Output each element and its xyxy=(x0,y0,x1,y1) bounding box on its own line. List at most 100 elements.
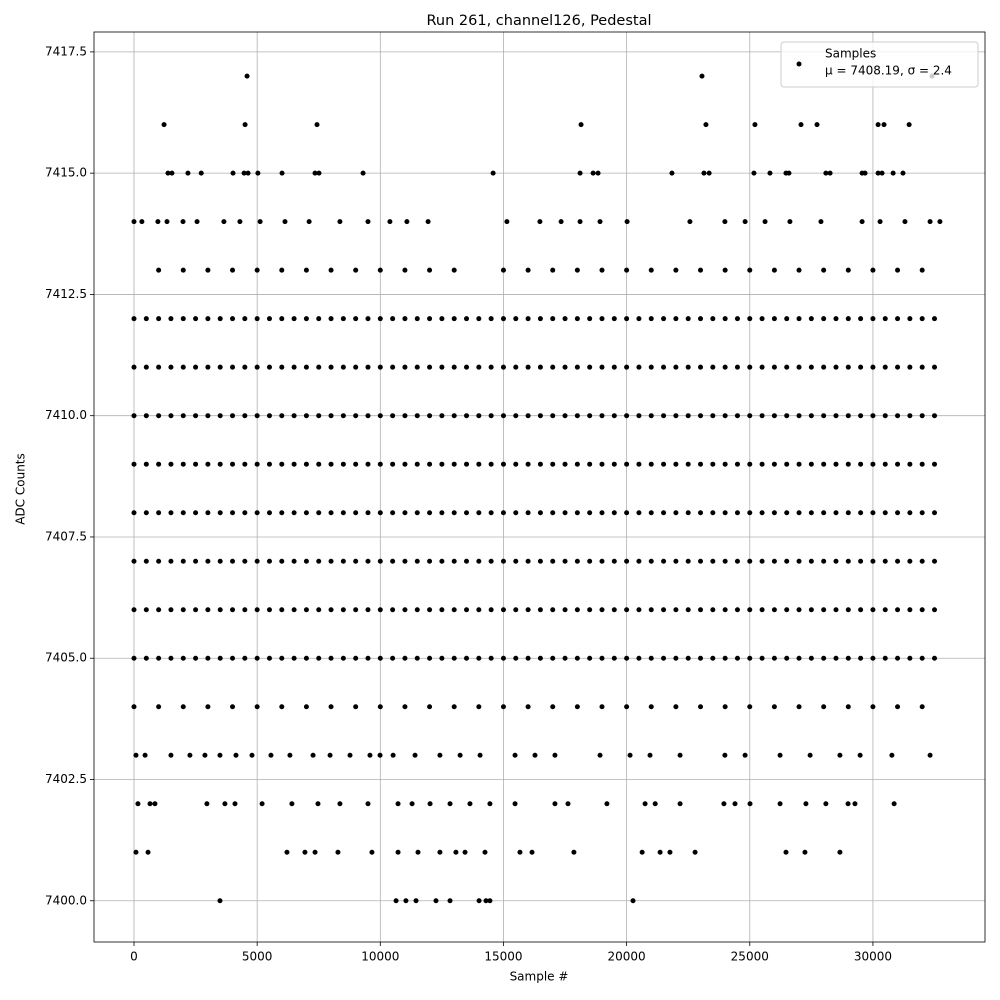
sample-point xyxy=(291,413,297,419)
sample-point xyxy=(821,364,827,370)
sample-point xyxy=(823,170,829,176)
sample-point xyxy=(624,267,630,273)
sample-point xyxy=(513,558,519,564)
sample-point xyxy=(403,898,409,904)
sample-point xyxy=(771,607,777,613)
sample-point xyxy=(169,170,175,176)
sample-point xyxy=(661,510,667,516)
sample-point xyxy=(907,607,913,613)
sample-point xyxy=(919,413,925,419)
sample-point xyxy=(889,752,895,758)
sample-point xyxy=(762,219,768,225)
sample-point xyxy=(698,364,704,370)
sample-point xyxy=(802,849,808,855)
sample-point xyxy=(875,170,881,176)
sample-point xyxy=(447,898,453,904)
sample-point xyxy=(377,364,383,370)
sample-point xyxy=(747,461,753,467)
sample-point xyxy=(464,607,470,613)
sample-point xyxy=(722,558,728,564)
sample-point xyxy=(427,461,433,467)
sample-point xyxy=(932,655,938,661)
sample-point xyxy=(747,607,753,613)
sample-point xyxy=(821,607,827,613)
sample-point xyxy=(451,267,457,273)
sample-point xyxy=(833,607,839,613)
sample-point xyxy=(143,558,149,564)
sample-point xyxy=(205,558,211,564)
sample-point xyxy=(882,558,888,564)
sample-point xyxy=(487,801,493,807)
sample-point xyxy=(784,655,790,661)
sample-point xyxy=(642,801,648,807)
sample-point xyxy=(488,510,494,516)
sample-point xyxy=(205,655,211,661)
sample-point xyxy=(673,558,679,564)
sample-point xyxy=(217,655,223,661)
sample-point xyxy=(143,655,149,661)
sample-point xyxy=(759,461,765,467)
sample-point xyxy=(587,461,593,467)
sample-point xyxy=(202,752,208,758)
sample-point xyxy=(673,461,679,467)
sample-point xyxy=(242,316,248,322)
sample-point xyxy=(328,461,334,467)
points xyxy=(131,73,943,904)
y-tick-label: 7410.0 xyxy=(45,408,87,422)
sample-point xyxy=(661,413,667,419)
sample-point xyxy=(451,607,457,613)
sample-point xyxy=(316,364,322,370)
sample-point xyxy=(902,219,908,225)
sample-point xyxy=(187,752,193,758)
sample-point xyxy=(932,413,938,419)
sample-point xyxy=(230,655,236,661)
sample-point xyxy=(636,413,642,419)
sample-point xyxy=(927,219,933,225)
sample-point xyxy=(611,607,617,613)
sample-point xyxy=(303,607,309,613)
sample-point xyxy=(513,461,519,467)
sample-point xyxy=(291,461,297,467)
sample-point xyxy=(395,801,401,807)
sample-point xyxy=(168,510,174,516)
sample-point xyxy=(648,267,654,273)
sample-point xyxy=(771,413,777,419)
sample-point xyxy=(932,316,938,322)
sample-point xyxy=(550,558,556,564)
sample-point xyxy=(164,219,170,225)
sample-point xyxy=(156,655,162,661)
sample-point xyxy=(587,413,593,419)
sample-point xyxy=(722,752,728,758)
sample-point xyxy=(161,122,167,128)
sample-point xyxy=(513,607,519,613)
sample-point xyxy=(437,849,443,855)
sample-point xyxy=(919,558,925,564)
sample-point xyxy=(870,655,876,661)
sample-point xyxy=(870,510,876,516)
sample-point xyxy=(891,801,897,807)
sample-point xyxy=(365,558,371,564)
sample-point xyxy=(784,510,790,516)
sample-point xyxy=(340,655,346,661)
sample-point xyxy=(390,510,396,516)
sample-point xyxy=(710,510,716,516)
sample-point xyxy=(927,752,933,758)
sample-point xyxy=(919,316,925,322)
sample-point xyxy=(550,413,556,419)
sample-point xyxy=(143,510,149,516)
sample-point xyxy=(611,364,617,370)
sample-point xyxy=(661,461,667,467)
sample-point xyxy=(698,704,704,710)
legend-marker xyxy=(796,61,802,67)
sample-point xyxy=(205,510,211,516)
sample-point xyxy=(732,801,738,807)
sample-point xyxy=(895,704,901,710)
sample-point xyxy=(217,461,223,467)
sample-point xyxy=(808,510,814,516)
sample-point xyxy=(529,849,535,855)
sample-point xyxy=(859,219,865,225)
sample-point xyxy=(241,170,247,176)
sample-point xyxy=(180,461,186,467)
